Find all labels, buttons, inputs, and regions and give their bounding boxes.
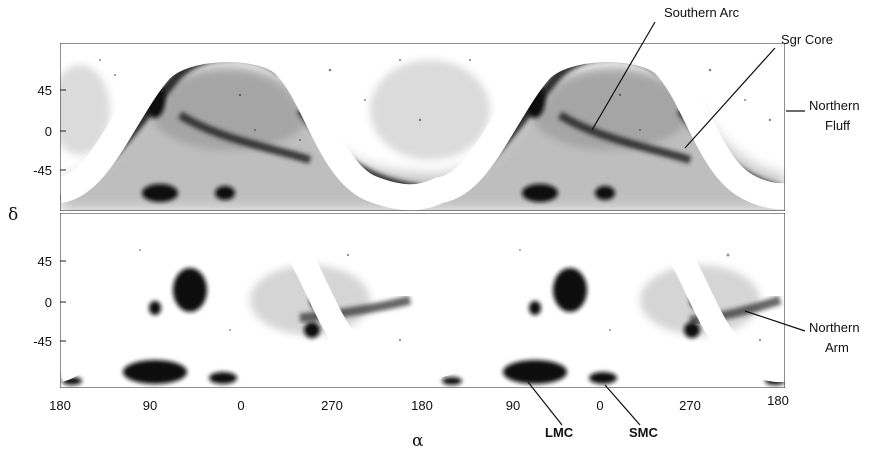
x-tick-label: 0: [237, 398, 244, 413]
y-tick-label: 0: [45, 295, 52, 310]
x-tick-label: 270: [321, 398, 343, 413]
x-tick-label: 180: [49, 398, 71, 413]
y-tick-label: 0: [45, 124, 52, 139]
x-tick-label: 180: [411, 398, 433, 413]
y-tick-label: -45: [33, 334, 52, 349]
x-tick-label: 270: [679, 398, 701, 413]
y-tick-label: 45: [38, 254, 52, 269]
top-panel: [60, 43, 785, 211]
y-axis-label: δ: [8, 205, 18, 225]
y-tick-marks: [60, 89, 66, 342]
x-tick-label: 180: [767, 393, 789, 408]
annotation-smc: SMC: [629, 425, 659, 440]
annotation-northern-arm-line2: Arm: [825, 340, 849, 355]
annotation-sgr-core: Sgr Core: [781, 32, 833, 47]
annotation-northern-fluff-line2: Fluff: [825, 118, 850, 133]
annotation-lmc: LMC: [545, 425, 574, 440]
bottom-panel: [60, 213, 785, 388]
annotation-northern-fluff-line1: Northern: [809, 98, 860, 113]
y-tick-label: -45: [33, 163, 52, 178]
y-tick-label: 45: [38, 83, 52, 98]
x-axis-label: α: [412, 431, 424, 451]
annotation-southern-arc: Southern Arc: [664, 5, 740, 20]
x-tick-label: 0: [596, 398, 603, 413]
x-tick-label: 90: [506, 398, 520, 413]
leader-lines: [527, 21, 806, 426]
annotation-northern-arm-line1: Northern: [809, 320, 860, 335]
x-tick-label: 90: [143, 398, 157, 413]
